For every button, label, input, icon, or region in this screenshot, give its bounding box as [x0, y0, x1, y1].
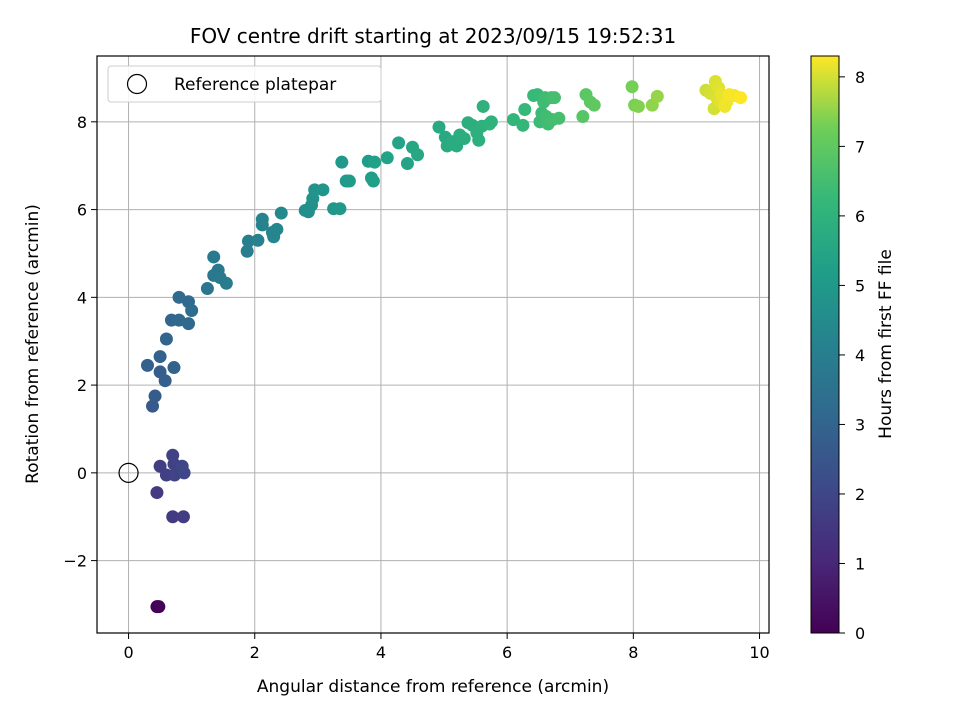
- colorbar-label: Hours from first FF file: [876, 249, 896, 439]
- data-point: [219, 276, 233, 290]
- data-point: [140, 358, 154, 372]
- data-point: [368, 155, 382, 169]
- data-point: [484, 115, 498, 129]
- colorbar-tick-label: 2: [855, 485, 865, 504]
- data-point: [176, 510, 190, 524]
- colorbar-tick-label: 7: [855, 137, 865, 156]
- colorbar-tick-label: 5: [855, 276, 865, 295]
- data-point: [587, 98, 601, 112]
- y-axis-ticks: −2 0 2 4 6 8: [63, 113, 97, 571]
- y-tick-label: −2: [63, 552, 87, 571]
- colorbar-tick-label: 4: [855, 346, 865, 365]
- data-point: [167, 361, 181, 375]
- legend-reference-label: Reference platepar: [174, 75, 336, 95]
- data-point: [159, 332, 173, 346]
- colorbar-tick-label: 3: [855, 415, 865, 434]
- legend: Reference platepar: [107, 65, 382, 103]
- colorbar-ticks: 0 1 2 3 4 5 6 7 8: [839, 68, 865, 643]
- y-tick-label: 2: [77, 376, 87, 395]
- data-point: [240, 244, 254, 258]
- data-point: [552, 111, 566, 125]
- data-points: [140, 74, 748, 614]
- x-tick-label: 2: [250, 643, 260, 662]
- data-point: [506, 113, 520, 127]
- data-point: [333, 202, 347, 216]
- data-point: [251, 233, 265, 247]
- data-point: [411, 148, 425, 162]
- data-point: [625, 80, 639, 94]
- data-point: [335, 155, 349, 169]
- data-point: [150, 486, 164, 500]
- data-point: [457, 131, 471, 145]
- y-tick-label: 0: [77, 464, 87, 483]
- data-point: [342, 174, 356, 188]
- data-point: [166, 510, 180, 524]
- data-point: [316, 183, 330, 197]
- plot-frame: [96, 55, 770, 634]
- legend-reference-icon: [126, 73, 148, 95]
- x-tick-label: 6: [502, 643, 512, 662]
- y-tick-label: 8: [77, 113, 87, 132]
- grid-lines: [97, 56, 769, 633]
- colorbar-gradient: [810, 55, 840, 634]
- data-point: [472, 133, 486, 147]
- y-axis-label: Rotation from reference (arcmin): [23, 204, 43, 484]
- x-tick-label: 10: [749, 643, 769, 662]
- data-point: [380, 151, 394, 165]
- data-point: [366, 174, 380, 188]
- data-point: [547, 91, 561, 105]
- data-point: [476, 99, 490, 113]
- x-tick-label: 0: [123, 643, 133, 662]
- colorbar-tick-label: 6: [855, 207, 865, 226]
- data-point: [392, 136, 406, 150]
- x-axis-label: Angular distance from reference (arcmin): [257, 677, 609, 697]
- data-point: [152, 600, 166, 614]
- data-point: [518, 103, 532, 117]
- colorbar: 0 1 2 3 4 5 6 7 8 Hours from first FF file: [810, 55, 896, 643]
- x-axis-ticks: 0 2 4 6 8 10: [123, 633, 770, 662]
- data-point: [255, 212, 269, 226]
- data-point: [158, 374, 172, 388]
- colorbar-tick-label: 1: [855, 554, 865, 573]
- y-tick-label: 6: [77, 201, 87, 220]
- x-tick-label: 8: [628, 643, 638, 662]
- data-point: [177, 466, 191, 480]
- data-point: [200, 282, 214, 296]
- data-point: [146, 399, 160, 413]
- reference-platepar-point: [118, 462, 139, 483]
- legend-box: [107, 65, 382, 103]
- data-point: [181, 317, 195, 331]
- colorbar-tick-label: 8: [855, 68, 865, 87]
- data-point: [576, 110, 590, 124]
- data-point: [631, 99, 645, 113]
- data-point: [274, 206, 288, 220]
- data-point: [400, 157, 414, 171]
- data-point: [516, 118, 530, 132]
- data-point: [148, 389, 162, 403]
- data-point: [185, 303, 199, 317]
- reference-marker: [118, 462, 139, 483]
- data-point: [270, 222, 284, 236]
- data-point: [207, 250, 221, 264]
- data-point: [650, 89, 664, 103]
- data-point: [153, 350, 167, 364]
- y-tick-label: 4: [77, 288, 87, 307]
- data-point: [241, 234, 255, 248]
- chart-title: FOV centre drift starting at 2023/09/15 …: [190, 24, 676, 48]
- data-point: [734, 91, 748, 105]
- x-tick-label: 4: [376, 643, 386, 662]
- colorbar-tick-label: 0: [855, 624, 865, 643]
- data-point: [432, 120, 446, 134]
